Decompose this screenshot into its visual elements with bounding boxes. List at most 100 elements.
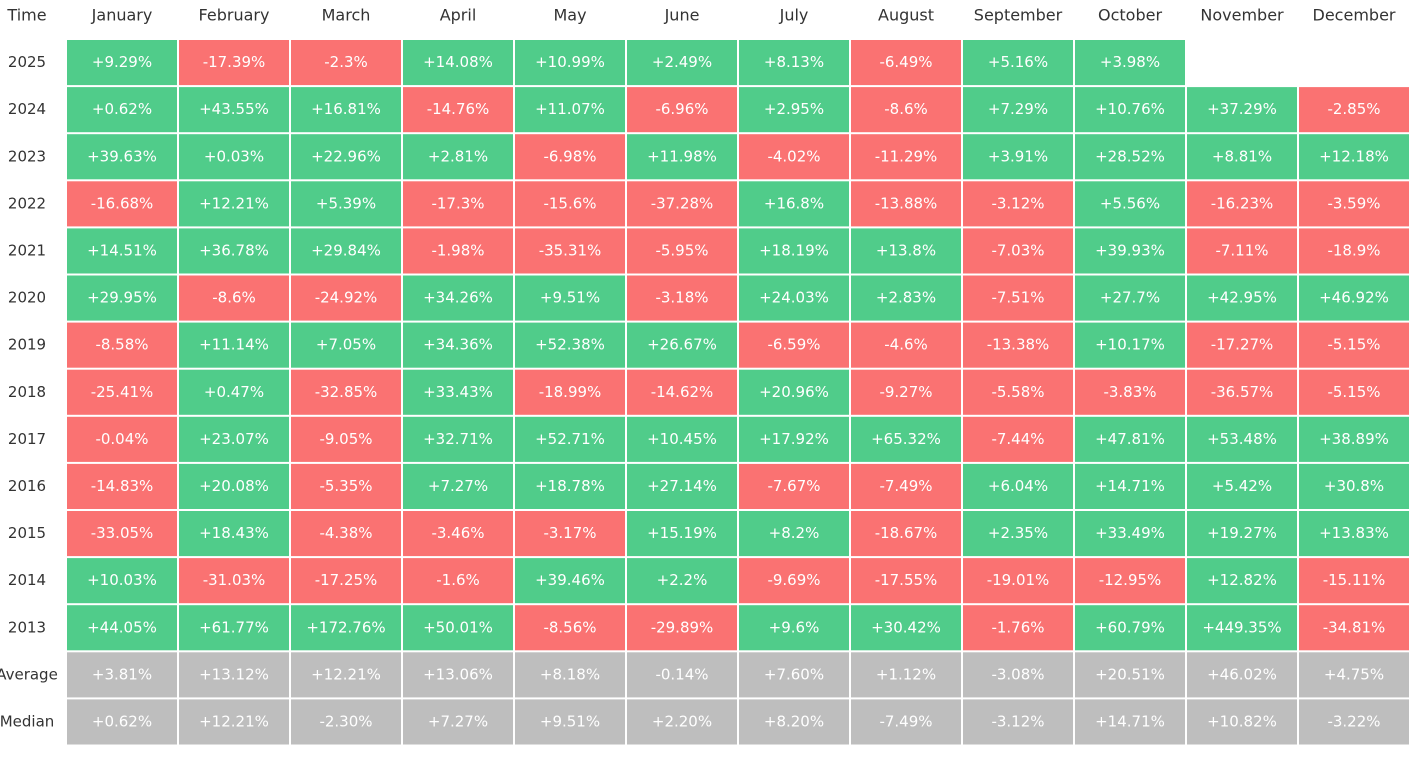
cell bbox=[179, 322, 289, 368]
cell-value: +29.84% bbox=[311, 241, 381, 259]
cell-value: -17.55% bbox=[875, 571, 938, 589]
cell bbox=[1075, 605, 1185, 651]
cell bbox=[1187, 511, 1297, 557]
cell-value: +42.95% bbox=[1207, 289, 1277, 307]
cell-value: -7.11% bbox=[1215, 241, 1268, 259]
cell bbox=[851, 463, 961, 509]
cell-value: -1.76% bbox=[991, 618, 1044, 636]
cell-value: +2.2% bbox=[657, 571, 708, 589]
cell-value: +9.51% bbox=[540, 712, 600, 730]
cell-value: -8.58% bbox=[95, 336, 148, 354]
cell bbox=[403, 369, 513, 415]
column-header: Time bbox=[6, 6, 46, 25]
cell bbox=[739, 369, 849, 415]
cell bbox=[1299, 228, 1409, 274]
cell bbox=[1075, 181, 1185, 227]
cell-value: +1.12% bbox=[876, 665, 936, 683]
cell bbox=[963, 558, 1073, 604]
cell bbox=[179, 228, 289, 274]
column-header: December bbox=[1313, 6, 1396, 25]
cell bbox=[1075, 228, 1185, 274]
cell-value: +7.27% bbox=[428, 477, 488, 495]
column-header: June bbox=[664, 6, 700, 25]
cell bbox=[963, 369, 1073, 415]
row-label: 2022 bbox=[8, 194, 46, 212]
cell bbox=[1187, 652, 1297, 698]
cell-value: -13.88% bbox=[875, 194, 938, 212]
cell-value: +29.95% bbox=[87, 289, 157, 307]
cell bbox=[739, 87, 849, 133]
cell bbox=[963, 40, 1073, 86]
row-label: 2023 bbox=[8, 147, 46, 165]
cell bbox=[851, 40, 961, 86]
cell-value: +11.98% bbox=[647, 147, 717, 165]
cell bbox=[627, 463, 737, 509]
cell bbox=[515, 652, 625, 698]
cell-value: +46.92% bbox=[1319, 289, 1389, 307]
cell bbox=[963, 511, 1073, 557]
cell-value: -29.89% bbox=[651, 618, 714, 636]
cell bbox=[515, 369, 625, 415]
column-header: September bbox=[974, 6, 1063, 25]
cell bbox=[1075, 652, 1185, 698]
row-label: 2018 bbox=[8, 383, 46, 401]
cell-value: -7.44% bbox=[991, 430, 1044, 448]
cell-value: +52.38% bbox=[535, 336, 605, 354]
row-label: 2019 bbox=[8, 336, 46, 354]
cell bbox=[515, 228, 625, 274]
cell bbox=[403, 87, 513, 133]
cell bbox=[67, 605, 177, 651]
row-label: 2017 bbox=[8, 430, 46, 448]
cell-value: -14.62% bbox=[651, 383, 714, 401]
cell-value: -8.56% bbox=[543, 618, 596, 636]
cell-value: +22.96% bbox=[311, 147, 381, 165]
column-header: November bbox=[1200, 6, 1284, 25]
cell-value: -6.59% bbox=[767, 336, 820, 354]
cell-value: -13.38% bbox=[987, 336, 1050, 354]
cell-value: +23.07% bbox=[199, 430, 269, 448]
cell bbox=[179, 605, 289, 651]
cell-value: +27.14% bbox=[647, 477, 717, 495]
cell bbox=[179, 511, 289, 557]
cell bbox=[1075, 322, 1185, 368]
cell bbox=[179, 87, 289, 133]
cell bbox=[739, 652, 849, 698]
cell-value: +2.95% bbox=[764, 100, 824, 118]
cell-value: +12.82% bbox=[1207, 571, 1277, 589]
cell bbox=[515, 181, 625, 227]
cell-value: -15.6% bbox=[543, 194, 596, 212]
cell-value: -3.46% bbox=[431, 524, 484, 542]
cell bbox=[1075, 134, 1185, 180]
cell-value: +39.93% bbox=[1095, 241, 1165, 259]
cell bbox=[291, 322, 401, 368]
cell-value: +3.98% bbox=[1100, 53, 1160, 71]
cell bbox=[1075, 511, 1185, 557]
cell-value: +4.75% bbox=[1324, 665, 1384, 683]
cell-value: +7.05% bbox=[316, 336, 376, 354]
cell-value: -0.04% bbox=[95, 430, 148, 448]
cell-value: +47.81% bbox=[1095, 430, 1165, 448]
cell-value: +17.92% bbox=[759, 430, 829, 448]
cell-value: +2.81% bbox=[428, 147, 488, 165]
cell bbox=[403, 134, 513, 180]
cell bbox=[403, 181, 513, 227]
cell bbox=[403, 511, 513, 557]
cell-value: -8.6% bbox=[212, 289, 256, 307]
cell-value: +65.32% bbox=[871, 430, 941, 448]
cell-value: +8.18% bbox=[540, 665, 600, 683]
cell-value: -5.35% bbox=[319, 477, 372, 495]
cell bbox=[515, 40, 625, 86]
cell bbox=[67, 181, 177, 227]
cell bbox=[1299, 463, 1409, 509]
cell-value: +7.60% bbox=[764, 665, 824, 683]
column-header: July bbox=[779, 6, 809, 25]
cell-value: -6.96% bbox=[655, 100, 708, 118]
row-label: 2020 bbox=[8, 289, 46, 307]
cell bbox=[403, 416, 513, 462]
cell-value: -17.27% bbox=[1211, 336, 1274, 354]
cell-value: -19.01% bbox=[987, 571, 1050, 589]
cell-value: -3.12% bbox=[991, 712, 1044, 730]
cell bbox=[1187, 322, 1297, 368]
cell-value: +44.05% bbox=[87, 618, 157, 636]
cell-value: +24.03% bbox=[759, 289, 829, 307]
